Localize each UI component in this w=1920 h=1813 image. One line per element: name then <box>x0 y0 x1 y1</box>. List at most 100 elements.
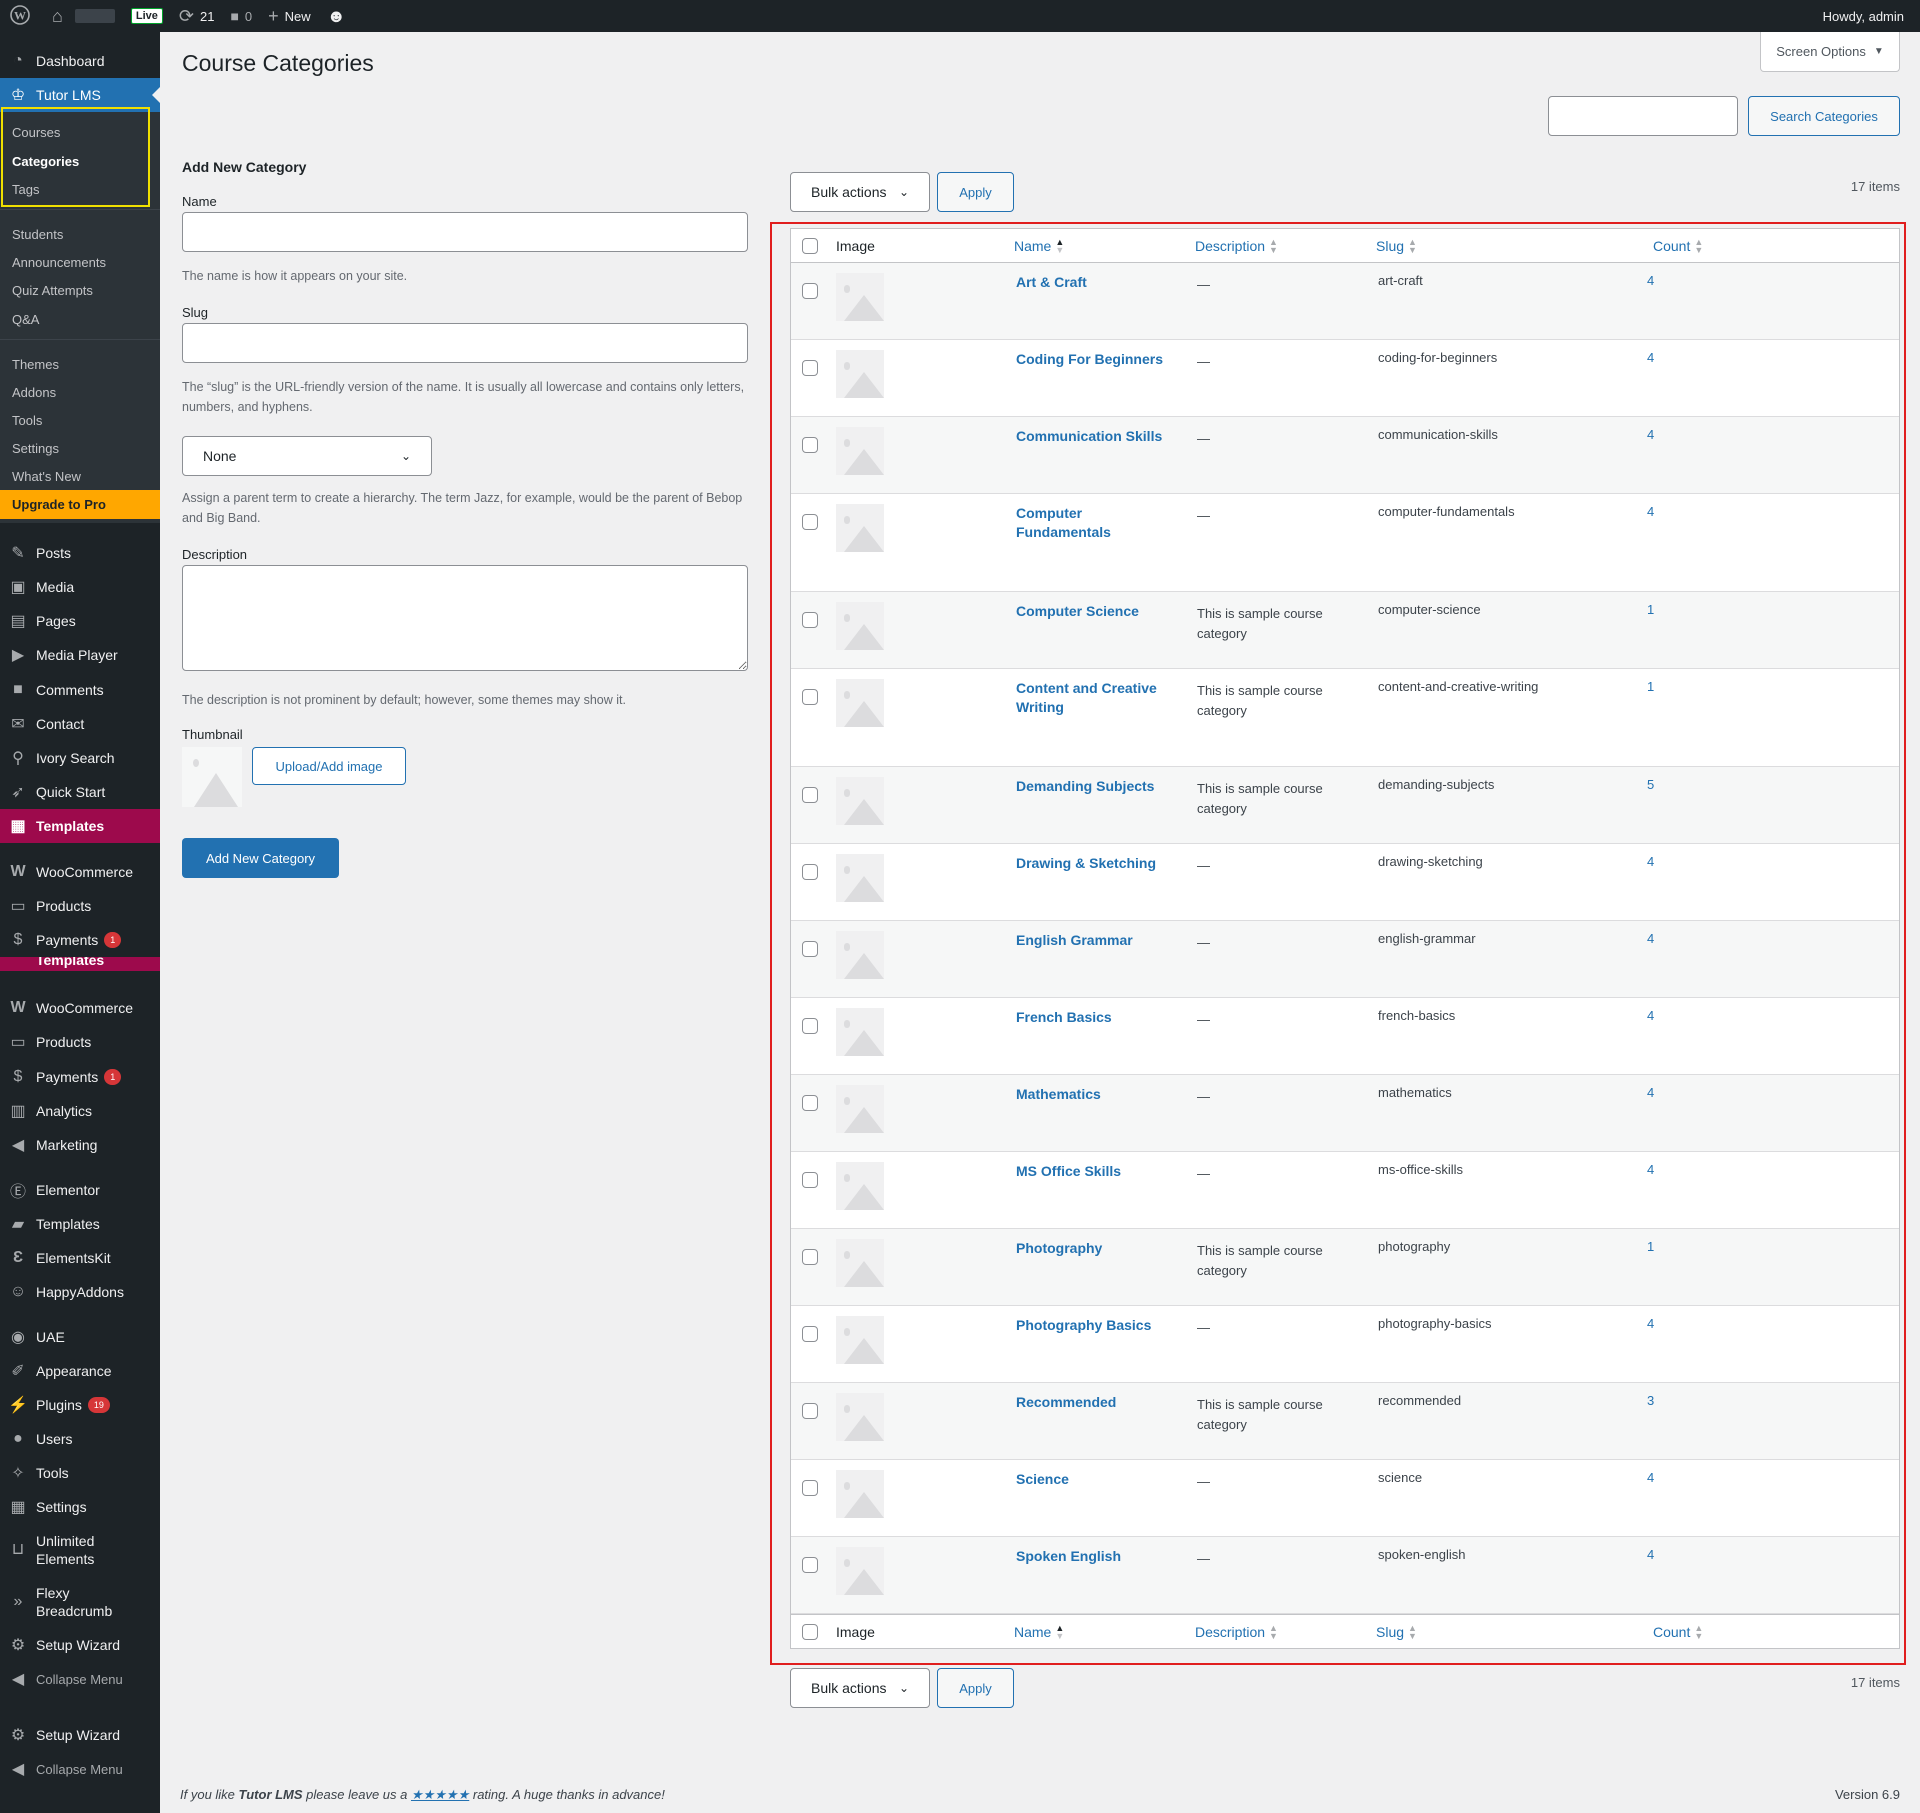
category-name-link[interactable]: Spoken English <box>1016 1548 1122 1564</box>
add-new-category-button[interactable]: Add New Category <box>182 838 339 878</box>
category-count-link[interactable]: 3 <box>1647 1393 1655 1408</box>
category-name-link[interactable]: MS Office Skills <box>1016 1163 1122 1179</box>
updates-menu[interactable]: ⟳ 21 <box>171 0 223 32</box>
description-textarea[interactable] <box>182 565 748 671</box>
slug-input[interactable] <box>182 323 748 363</box>
category-count-link[interactable]: 4 <box>1647 931 1655 946</box>
menu-setup-wizard-2[interactable]: ⚙ Setup Wizard <box>0 1718 160 1752</box>
submenu-tags[interactable]: Tags <box>12 181 40 197</box>
menu-analytics[interactable]: ▥ Analytics <box>0 1094 160 1128</box>
search-input[interactable] <box>1548 96 1738 136</box>
row-checkbox[interactable] <box>802 1249 818 1265</box>
menu-flexy-breadcrumb[interactable]: » Flexy Breadcrumb <box>0 1580 160 1624</box>
row-checkbox[interactable] <box>802 787 818 803</box>
category-name-link[interactable]: Computer Fundamentals <box>1016 505 1111 540</box>
rating-stars-link[interactable]: ★★★★★ <box>410 1787 470 1802</box>
menu-unlimited-elements[interactable]: ⊔ Unlimited Elements <box>0 1528 160 1572</box>
row-checkbox[interactable] <box>802 1403 818 1419</box>
row-checkbox[interactable] <box>802 689 818 705</box>
category-name-link[interactable]: French Basics <box>1016 1009 1112 1025</box>
category-count-link[interactable]: 1 <box>1647 679 1655 694</box>
row-checkbox[interactable] <box>802 360 818 376</box>
category-count-link[interactable]: 4 <box>1647 1085 1655 1100</box>
menu-quick-start[interactable]: ➶ Quick Start <box>0 775 160 809</box>
menu-dashboard[interactable]: ◔ Dashboard <box>0 44 160 78</box>
submenu-tools[interactable]: Tools <box>12 412 43 428</box>
upload-image-button[interactable]: Upload/Add image <box>252 747 406 785</box>
category-name-link[interactable]: Recommended <box>1016 1394 1117 1410</box>
row-checkbox[interactable] <box>802 1557 818 1573</box>
apply-button-bottom[interactable]: Apply <box>937 1668 1014 1708</box>
row-checkbox[interactable] <box>802 514 818 530</box>
submenu-categories[interactable]: Categories <box>12 153 80 169</box>
menu-payments[interactable]: $ Payments 1 <box>0 923 160 957</box>
menu-marketing[interactable]: ◀ Marketing <box>0 1128 160 1162</box>
menu-media-player[interactable]: ▶ Media Player <box>0 638 160 672</box>
menu-tutor-lms[interactable]: ♔ Tutor LMS <box>0 78 160 112</box>
column-description-sort-footer[interactable]: Description ▲ ▼ <box>1195 1624 1278 1641</box>
column-name-sort[interactable]: Name ▲ ▼ <box>1014 238 1064 255</box>
category-count-link[interactable]: 5 <box>1647 777 1655 792</box>
menu-contact[interactable]: ✉ Contact <box>0 707 160 741</box>
category-name-link[interactable]: Coding For Beginners <box>1016 351 1163 367</box>
plugin-menu[interactable]: ☻ <box>319 0 360 32</box>
category-count-link[interactable]: 4 <box>1647 504 1655 519</box>
menu-settings[interactable]: ▦ Settings <box>0 1490 160 1524</box>
menu-templates[interactable]: ▰ Templates <box>0 1207 160 1241</box>
menu-happyaddons[interactable]: ☺ HappyAddons <box>0 1275 160 1309</box>
category-count-link[interactable]: 4 <box>1647 854 1655 869</box>
menu-comments[interactable]: ■ Comments <box>0 673 160 707</box>
column-slug-sort-footer[interactable]: Slug ▲ ▼ <box>1376 1624 1417 1641</box>
menu-templates-clipped[interactable]: Templates <box>0 957 160 971</box>
category-name-link[interactable]: English Grammar <box>1016 932 1133 948</box>
parent-category-select[interactable]: None ⌄ <box>182 436 432 476</box>
submenu-themes[interactable]: Themes <box>12 356 59 372</box>
category-count-link[interactable]: 4 <box>1647 1470 1655 1485</box>
category-count-link[interactable]: 4 <box>1647 1008 1655 1023</box>
category-count-link[interactable]: 4 <box>1647 273 1655 288</box>
category-count-link[interactable]: 4 <box>1647 1316 1655 1331</box>
submenu-upgrade-pro[interactable]: Upgrade to Pro <box>0 490 160 519</box>
comments-menu[interactable]: ■ 0 <box>222 0 260 32</box>
menu-plugins[interactable]: ⚡ Plugins 19 <box>0 1388 160 1422</box>
search-categories-button[interactable]: Search Categories <box>1748 96 1900 136</box>
site-name-menu[interactable]: ⌂ <box>44 0 123 32</box>
category-name-link[interactable]: Communication Skills <box>1016 428 1163 444</box>
row-checkbox[interactable] <box>802 864 818 880</box>
menu-woocommerce[interactable]: W WooCommerce <box>0 855 160 889</box>
column-count-sort-footer[interactable]: Count ▲ ▼ <box>1653 1624 1703 1641</box>
submenu-quiz-attempts[interactable]: Quiz Attempts <box>12 282 93 298</box>
site-status[interactable]: Live <box>123 0 171 32</box>
category-count-link[interactable]: 4 <box>1647 1547 1655 1562</box>
row-checkbox[interactable] <box>802 1326 818 1342</box>
menu-media[interactable]: ▣ Media <box>0 570 160 604</box>
menu-payments-2[interactable]: $ Payments 1 <box>0 1060 160 1094</box>
category-name-link[interactable]: Computer Science <box>1016 603 1139 619</box>
collapse-menu-button[interactable]: ◀ Collapse Menu <box>0 1662 160 1696</box>
submenu-addons[interactable]: Addons <box>12 384 57 400</box>
category-name-link[interactable]: Mathematics <box>1016 1086 1101 1102</box>
bulk-actions-select-top[interactable]: Bulk actions ⌄ <box>790 172 930 212</box>
category-name-link[interactable]: Drawing & Sketching <box>1016 855 1157 871</box>
menu-users[interactable]: ● Users <box>0 1422 160 1456</box>
row-checkbox[interactable] <box>802 437 818 453</box>
new-content-menu[interactable]: + New <box>260 0 319 32</box>
submenu-students[interactable]: Students <box>12 226 64 242</box>
menu-products-2[interactable]: ▭ Products <box>0 1025 160 1059</box>
category-count-link[interactable]: 4 <box>1647 1162 1655 1177</box>
category-count-link[interactable]: 4 <box>1647 350 1655 365</box>
row-checkbox[interactable] <box>802 1095 818 1111</box>
menu-elementskit[interactable]: Ɛ ElementsKit <box>0 1241 160 1275</box>
collapse-menu-button-2[interactable]: ◀ Collapse Menu <box>0 1752 160 1786</box>
category-count-link[interactable]: 4 <box>1647 427 1655 442</box>
name-input[interactable] <box>182 212 748 252</box>
category-name-link[interactable]: Photography <box>1016 1240 1103 1256</box>
wp-logo-menu[interactable]: W <box>0 0 44 32</box>
menu-appearance[interactable]: ✐ Appearance <box>0 1354 160 1388</box>
category-name-link[interactable]: Photography Basics <box>1016 1317 1152 1333</box>
category-name-link[interactable]: Demanding Subjects <box>1016 778 1155 794</box>
category-count-link[interactable]: 1 <box>1647 602 1655 617</box>
row-checkbox[interactable] <box>802 1480 818 1496</box>
menu-setup-wizard[interactable]: ⚙ Setup Wizard <box>0 1628 160 1662</box>
column-slug-sort[interactable]: Slug ▲ ▼ <box>1376 238 1417 255</box>
